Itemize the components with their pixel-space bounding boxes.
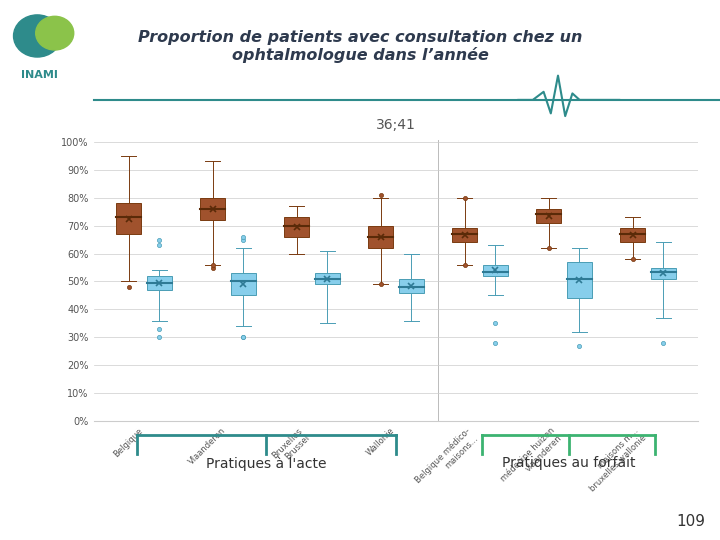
Circle shape [14, 15, 61, 57]
Text: 36;41: 36;41 [376, 118, 416, 132]
Text: Proportion de patients avec consultation chez un
ophtalmologue dans l’année: Proportion de patients avec consultation… [138, 30, 582, 63]
Bar [230, 273, 256, 295]
Bar [651, 267, 675, 279]
Bar [621, 228, 645, 242]
Text: 109: 109 [677, 514, 706, 529]
Bar [117, 203, 141, 234]
Bar [482, 265, 508, 276]
Bar [368, 226, 393, 248]
Bar [567, 262, 592, 298]
Bar [147, 276, 172, 290]
Bar [452, 228, 477, 242]
Bar [284, 217, 310, 237]
Bar [200, 198, 225, 220]
Text: INAMI: INAMI [22, 70, 58, 80]
Circle shape [36, 16, 73, 50]
Bar [398, 279, 423, 293]
Text: Pratiques à l'acte: Pratiques à l'acte [206, 456, 327, 471]
Bar [536, 209, 562, 223]
Text: Pratiques au forfait: Pratiques au forfait [502, 456, 636, 470]
Bar [315, 273, 340, 284]
